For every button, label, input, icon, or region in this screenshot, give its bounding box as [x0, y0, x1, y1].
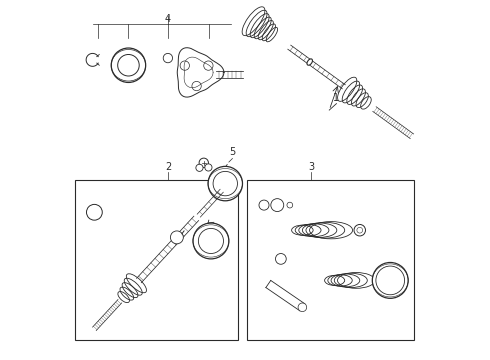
- Text: 1: 1: [333, 93, 340, 103]
- Circle shape: [354, 225, 366, 236]
- Bar: [74, 180, 238, 339]
- Text: 4: 4: [165, 14, 171, 24]
- Circle shape: [298, 303, 307, 312]
- Circle shape: [259, 200, 269, 210]
- Circle shape: [208, 166, 243, 201]
- Circle shape: [111, 48, 146, 82]
- Circle shape: [196, 164, 203, 171]
- Circle shape: [163, 53, 172, 63]
- Ellipse shape: [307, 59, 313, 65]
- Circle shape: [193, 223, 229, 259]
- Bar: [247, 180, 414, 339]
- Text: 3: 3: [308, 162, 315, 172]
- Text: 5: 5: [229, 147, 236, 157]
- Text: 2: 2: [165, 162, 171, 172]
- Circle shape: [275, 253, 286, 264]
- Circle shape: [372, 262, 408, 298]
- Circle shape: [171, 231, 183, 244]
- Circle shape: [199, 158, 208, 167]
- Circle shape: [271, 199, 284, 212]
- Circle shape: [87, 204, 102, 220]
- Circle shape: [205, 164, 212, 171]
